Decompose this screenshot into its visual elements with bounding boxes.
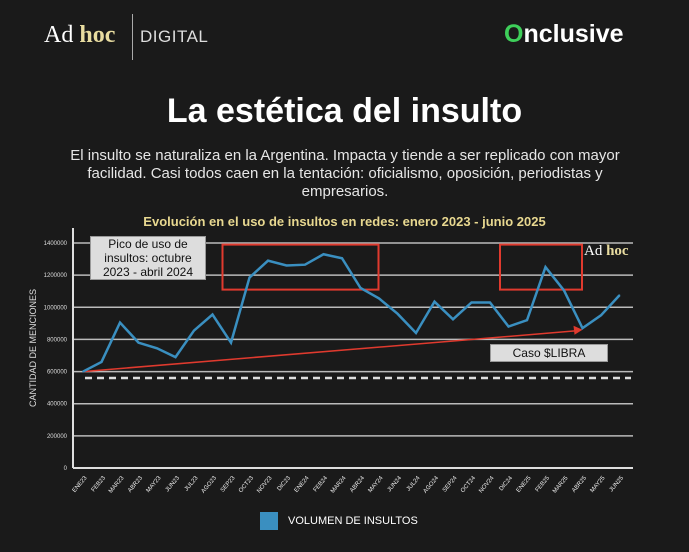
x-tick-label: DIC24 (498, 475, 514, 492)
data-point (322, 253, 325, 256)
logo-divider (132, 14, 133, 60)
x-tick-label: MAR25 (552, 475, 570, 495)
x-tick-label: MAR24 (330, 475, 348, 495)
data-point (378, 297, 380, 300)
data-point (359, 287, 362, 289)
x-tick-label: SEP24 (442, 475, 459, 494)
data-point (452, 318, 454, 321)
y-tick-label: 1000000 (44, 305, 68, 311)
y-tick-label: 400000 (47, 402, 68, 408)
x-tick-label: ABR23 (127, 475, 144, 494)
y-tick-label: 600000 (47, 370, 68, 376)
logo-text: O (504, 20, 524, 48)
data-point (137, 341, 140, 344)
y-tick-label: 200000 (47, 434, 68, 440)
data-point (82, 370, 84, 373)
digital-label: DIGITAL (140, 27, 209, 46)
legend-swatch (260, 512, 278, 530)
legend: VOLUMEN DE INSULTOS (260, 512, 418, 530)
chart-title: Evolución en el uso de insultos en redes… (143, 214, 546, 229)
x-tick-label: FEB24 (313, 475, 330, 493)
x-tick-label: JUL23 (184, 475, 200, 493)
x-tick-label: MAY25 (590, 475, 607, 494)
x-tick-label: JUN25 (609, 475, 626, 493)
onclusive-logo: Onclusive (504, 20, 624, 49)
data-point (156, 347, 158, 350)
x-tick-label: MAY23 (146, 475, 163, 494)
x-tick-label: JUL24 (406, 475, 422, 493)
data-point (581, 327, 584, 329)
x-tick-label: JUN23 (165, 475, 182, 493)
x-tick-label: FEB23 (91, 475, 108, 493)
data-point (193, 329, 195, 332)
page-subtitle: El insulto se naturaliza en la Argentina… (70, 147, 620, 200)
trend-arrowhead (573, 325, 583, 335)
x-tick-label: DIC23 (276, 475, 292, 492)
data-point (618, 294, 621, 297)
data-point (285, 264, 288, 267)
x-tick-label: SEP23 (220, 475, 237, 494)
y-axis-label: CANTIDAD DE MENCIONES (28, 289, 38, 407)
logo-text: nclusive (523, 20, 624, 48)
data-point (470, 301, 473, 304)
series-line (82, 252, 621, 373)
adhoc-watermark: Ad hoc (584, 243, 629, 259)
x-tick-label: NOV24 (478, 475, 496, 494)
x-tick-label: ENE23 (72, 475, 89, 494)
data-point (507, 325, 510, 328)
y-tick-label: 1200000 (44, 273, 68, 279)
y-tick-label: 0 (64, 466, 68, 472)
x-tick-label: OCT23 (238, 475, 255, 494)
highlight-box (499, 243, 583, 291)
page-title: La estética del insulto (166, 92, 523, 130)
logo-text: Ad (44, 22, 74, 48)
x-tick-label: MAY24 (368, 475, 385, 494)
x-tick-label: ENE25 (516, 475, 533, 494)
data-point (563, 289, 565, 292)
data-point (433, 300, 436, 303)
data-point (119, 321, 121, 324)
data-point (489, 301, 491, 304)
data-point (600, 314, 602, 317)
x-tick-label: FEB25 (535, 475, 552, 493)
data-point (230, 341, 232, 344)
trend-line (82, 330, 577, 373)
data-point (396, 312, 399, 315)
x-tick-label: OCT24 (460, 475, 477, 494)
highlight-box (221, 243, 380, 291)
x-tick-label: ABR24 (349, 475, 366, 494)
legend-label: VOLUMEN DE INSULTOS (288, 515, 418, 527)
data-point (304, 263, 306, 266)
data-point (544, 266, 547, 268)
data-point (100, 361, 103, 363)
x-tick-label: MAR23 (108, 475, 126, 495)
data-point (174, 356, 177, 358)
logo-text: hoc (79, 22, 116, 48)
x-tick-label: JUN24 (387, 475, 404, 493)
data-point (248, 276, 251, 279)
data-point (267, 259, 269, 262)
x-tick-label: AGO23 (201, 475, 219, 495)
x-tick-label: AGO24 (423, 475, 441, 495)
y-tick-label: 1400000 (44, 241, 68, 247)
data-point (526, 319, 528, 321)
y-tick-label: 800000 (47, 337, 68, 343)
x-tick-label: ABR25 (571, 475, 588, 494)
x-tick-label: ENE24 (294, 475, 311, 494)
data-point (341, 257, 343, 260)
x-tick-label: NOV23 (256, 475, 274, 494)
annotation-libra: Caso $LIBRA (490, 344, 608, 362)
annotation-peak: Pico de uso de insultos: octubre 2023 - … (90, 236, 206, 280)
adhoc-logo: Ad hoc (44, 22, 115, 49)
data-point (415, 332, 417, 334)
data-point (211, 313, 214, 316)
